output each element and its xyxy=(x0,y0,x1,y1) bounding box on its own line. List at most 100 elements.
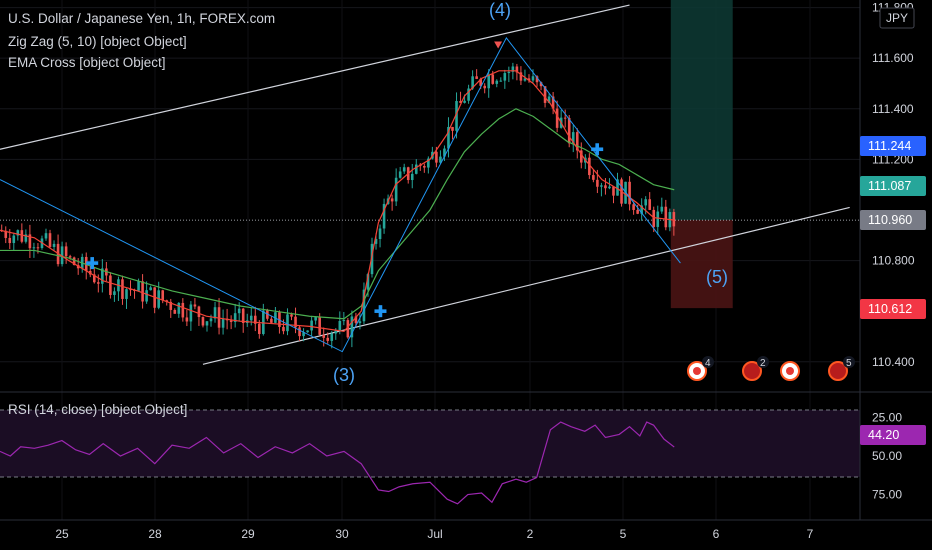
event-icon-dot xyxy=(693,367,701,375)
candle-body xyxy=(298,327,301,337)
candle-body xyxy=(258,323,261,334)
candle-body xyxy=(28,234,32,249)
rsi-line xyxy=(0,421,675,505)
candle-body xyxy=(600,185,603,187)
candle-body xyxy=(479,78,482,86)
candle-body xyxy=(44,233,48,239)
candle-body xyxy=(266,310,269,319)
time-tick-label: Jul xyxy=(427,527,442,541)
candle-body xyxy=(443,148,446,157)
candle-body xyxy=(169,301,173,310)
candle-body xyxy=(92,274,96,283)
time-tick-label: 29 xyxy=(241,527,255,541)
chart-title[interactable]: U.S. Dollar / Japanese Yen, 1h, FOREX.co… xyxy=(8,11,276,26)
buy-signal-marker xyxy=(90,257,94,270)
candle-body xyxy=(249,315,253,321)
price-tag-rsi: 44.20 xyxy=(860,425,926,445)
candle-body xyxy=(205,321,209,326)
candle-body xyxy=(101,268,104,284)
rsi-legend[interactable]: RSI (14, close) [object Object] xyxy=(8,402,188,417)
candle-body xyxy=(334,330,338,334)
candle-body xyxy=(302,332,305,337)
price-tick-label: 110.400 xyxy=(872,355,915,369)
candle-body xyxy=(346,320,350,338)
candle-body xyxy=(253,315,257,324)
candle-body xyxy=(487,74,491,89)
candle-body xyxy=(322,334,326,338)
candle-body xyxy=(463,100,466,103)
zigzag-legend[interactable]: Zig Zag (5, 10) [object Object] xyxy=(8,34,187,49)
svg-text:4: 4 xyxy=(705,358,711,369)
candle-body xyxy=(527,78,531,81)
candle-body xyxy=(185,317,189,322)
candle-body xyxy=(262,310,265,334)
wave-label-4: (4) xyxy=(489,0,511,20)
rsi-tick-label: 50.00 xyxy=(872,449,902,463)
price-tag-zigzag: 111.244 xyxy=(860,136,926,156)
candle-body xyxy=(616,179,619,196)
buy-signal-marker xyxy=(378,305,383,318)
ema-cross-legend[interactable]: EMA Cross [object Object] xyxy=(8,55,166,70)
candle-body xyxy=(491,74,495,84)
candle-body xyxy=(137,281,140,291)
svg-text:5: 5 xyxy=(846,358,852,369)
candle-body xyxy=(535,76,539,83)
candle-body xyxy=(366,274,370,290)
currency-box[interactable] xyxy=(879,7,915,29)
candle-body xyxy=(129,289,132,291)
svg-text:2: 2 xyxy=(760,358,766,369)
candle-body xyxy=(354,316,358,324)
candle-body xyxy=(447,126,450,149)
candle-body xyxy=(507,71,511,74)
candle-body xyxy=(390,198,394,202)
channel-upper-line[interactable] xyxy=(0,4,630,150)
channel-lower-line[interactable] xyxy=(202,206,850,365)
price-tag-target: 111.087 xyxy=(860,176,926,196)
candle-body xyxy=(290,314,293,317)
candle-body xyxy=(125,289,128,299)
candle-body xyxy=(233,313,237,322)
candle-body xyxy=(217,307,221,328)
candle-body xyxy=(656,211,660,227)
wave-label-5: (5) xyxy=(706,267,728,287)
us-flag-event-icon[interactable] xyxy=(742,361,762,381)
candle-body xyxy=(213,307,217,319)
currency-label[interactable]: JPY xyxy=(886,11,909,25)
candle-body xyxy=(632,204,635,210)
candle-body xyxy=(282,326,285,332)
candle-body xyxy=(314,317,317,321)
event-markers[interactable]: 4 2 5 xyxy=(687,356,855,381)
time-tick-label: 6 xyxy=(713,527,720,541)
rsi-tick-label: 75.00 xyxy=(872,488,902,502)
candle-body xyxy=(628,181,631,205)
candle-body xyxy=(519,72,523,81)
candle-body xyxy=(342,320,346,322)
candle-body xyxy=(563,117,567,119)
candle-body xyxy=(575,132,579,151)
candle-body xyxy=(543,86,547,103)
candle-body xyxy=(241,308,245,323)
candle-body xyxy=(72,257,76,265)
candle-body xyxy=(394,177,398,202)
event-icon-dot xyxy=(786,367,794,375)
candle-body xyxy=(523,78,527,81)
candle-body xyxy=(427,158,430,168)
candle-body xyxy=(467,88,470,101)
candle-body xyxy=(161,290,165,301)
candle-body xyxy=(515,66,519,73)
candle-body xyxy=(36,247,40,249)
rsi-axis[interactable]: 25.00 50.00 75.00 xyxy=(872,410,902,501)
candle-body xyxy=(64,246,68,257)
candle-body xyxy=(113,291,116,295)
candle-body xyxy=(503,73,507,81)
time-tick-label: 7 xyxy=(807,527,814,541)
time-axis[interactable]: 25 28 29 30 Jul 2 5 6 7 xyxy=(55,527,813,541)
candle-body xyxy=(326,337,330,341)
candle-body xyxy=(644,199,647,206)
candle-body xyxy=(68,256,72,258)
zigzag-line xyxy=(0,37,681,353)
candle-body xyxy=(145,290,148,302)
us-flag-event-icon[interactable] xyxy=(828,361,848,381)
candle-body xyxy=(547,96,551,103)
